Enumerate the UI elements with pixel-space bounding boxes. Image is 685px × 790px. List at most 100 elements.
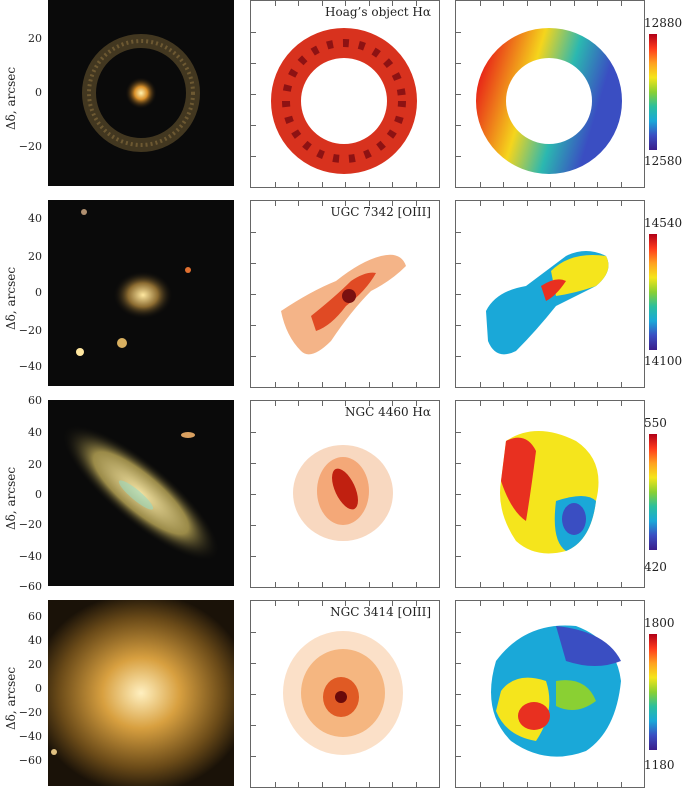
colorbar — [649, 234, 657, 350]
velocity-map-hoag — [455, 0, 645, 188]
axis-tick-mark — [251, 725, 256, 726]
axis-tick-mark — [574, 401, 575, 406]
axis-tick-mark — [275, 382, 276, 387]
intensity-map-graphic — [293, 445, 393, 541]
axis-tick-mark — [550, 401, 551, 406]
ytick: −20 — [18, 324, 42, 337]
axis-tick-mark — [527, 401, 528, 406]
axis-tick-mark — [416, 382, 417, 387]
axis-tick-mark — [574, 182, 575, 187]
axis-tick-mark — [456, 63, 461, 64]
axis-tick-mark — [416, 401, 417, 406]
axis-tick-mark — [550, 601, 551, 606]
axis-tick-mark — [298, 182, 299, 187]
axis-tick-mark — [345, 201, 346, 206]
ytick: 60 — [28, 394, 42, 407]
axis-tick-mark — [456, 294, 461, 295]
axis-tick-mark — [550, 201, 551, 206]
ytick: −20 — [18, 518, 42, 531]
axis-tick-mark — [392, 382, 393, 387]
axis-tick-mark — [621, 401, 622, 406]
axis-tick-mark — [392, 1, 393, 6]
axis-tick-mark — [503, 1, 504, 6]
axis-tick-mark — [251, 632, 256, 633]
axis-tick-mark — [345, 1, 346, 6]
axis-tick-mark — [251, 156, 256, 157]
axis-tick-mark — [298, 201, 299, 206]
axis-tick-mark — [597, 201, 598, 206]
galaxy-image-ugc7342 — [48, 200, 234, 386]
velocity-map-graphic — [500, 431, 599, 554]
axis-tick-mark — [527, 582, 528, 587]
axis-tick-mark — [369, 582, 370, 587]
axis-tick-mark — [369, 601, 370, 606]
ytick: 40 — [28, 426, 42, 439]
ytick: 0 — [35, 682, 42, 695]
axis-tick-mark — [251, 494, 256, 495]
axis-tick-mark — [345, 401, 346, 406]
axis-tick-mark — [275, 401, 276, 406]
ytick: 40 — [28, 212, 42, 225]
row-hoags-object: Δδ, arcsec 20 0 −20 Hoag’s object Hα — [0, 0, 685, 190]
map-title: Hoag’s object Hα — [325, 5, 431, 19]
axis-tick-mark — [456, 756, 461, 757]
axis-tick-mark — [251, 94, 256, 95]
axis-tick-mark — [480, 1, 481, 6]
axis-tick-mark — [345, 182, 346, 187]
axis-tick-mark — [275, 582, 276, 587]
axis-tick-mark — [456, 156, 461, 157]
axis-tick-mark — [392, 401, 393, 406]
axis-tick-mark — [456, 694, 461, 695]
ytick: −40 — [18, 730, 42, 743]
axis-tick-mark — [456, 263, 461, 264]
galaxy-image-graphic — [82, 34, 200, 152]
colorbar — [649, 34, 657, 150]
axis-tick-mark — [416, 601, 417, 606]
colorbar — [649, 434, 657, 550]
axis-tick-mark — [416, 182, 417, 187]
map-title: NGC 3414 [OIII] — [330, 605, 431, 619]
axis-tick-mark — [298, 401, 299, 406]
axis-tick-mark — [550, 182, 551, 187]
axis-tick-mark — [480, 582, 481, 587]
axis-tick-mark — [550, 382, 551, 387]
galaxy-image-graphic — [48, 600, 234, 786]
ytick: −60 — [18, 580, 42, 593]
axis-tick-mark — [251, 463, 256, 464]
axis-tick-mark — [503, 201, 504, 206]
axis-tick-mark — [392, 582, 393, 587]
axis-tick-mark — [275, 201, 276, 206]
colorbar-max: 12880 — [644, 16, 683, 30]
colorbar-max: 550 — [644, 416, 667, 430]
map-title: UGC 7342 [OIII] — [330, 205, 431, 219]
axis-tick-mark — [251, 32, 256, 33]
axis-tick-mark — [621, 182, 622, 187]
axis-tick-mark — [322, 182, 323, 187]
axis-tick-mark — [369, 201, 370, 206]
axis-tick-mark — [597, 782, 598, 787]
axis-tick-mark — [322, 601, 323, 606]
axis-tick-mark — [456, 463, 461, 464]
intensity-map-ugc7342: UGC 7342 [OIII] — [250, 200, 440, 388]
intensity-map-graphic — [283, 631, 403, 755]
axis-tick-mark — [369, 182, 370, 187]
axis-tick-mark — [550, 582, 551, 587]
velocity-map-graphic — [486, 251, 609, 355]
axis-tick-mark — [550, 782, 551, 787]
axis-tick-mark — [597, 1, 598, 6]
axis-tick-mark — [322, 582, 323, 587]
axis-tick-mark — [503, 782, 504, 787]
axis-tick-mark — [527, 1, 528, 6]
ytick: −40 — [18, 360, 42, 373]
ytick: −60 — [18, 754, 42, 767]
axis-tick-mark — [322, 382, 323, 387]
axis-tick-mark — [456, 725, 461, 726]
velocity-map-ugc7342 — [455, 200, 645, 388]
colorbar-min: 420 — [644, 560, 667, 574]
axis-tick-mark — [574, 1, 575, 6]
axis-tick-mark — [574, 201, 575, 206]
axis-tick-mark — [298, 782, 299, 787]
axis-tick-mark — [621, 201, 622, 206]
axis-tick-mark — [251, 432, 256, 433]
axis-tick-mark — [503, 601, 504, 606]
